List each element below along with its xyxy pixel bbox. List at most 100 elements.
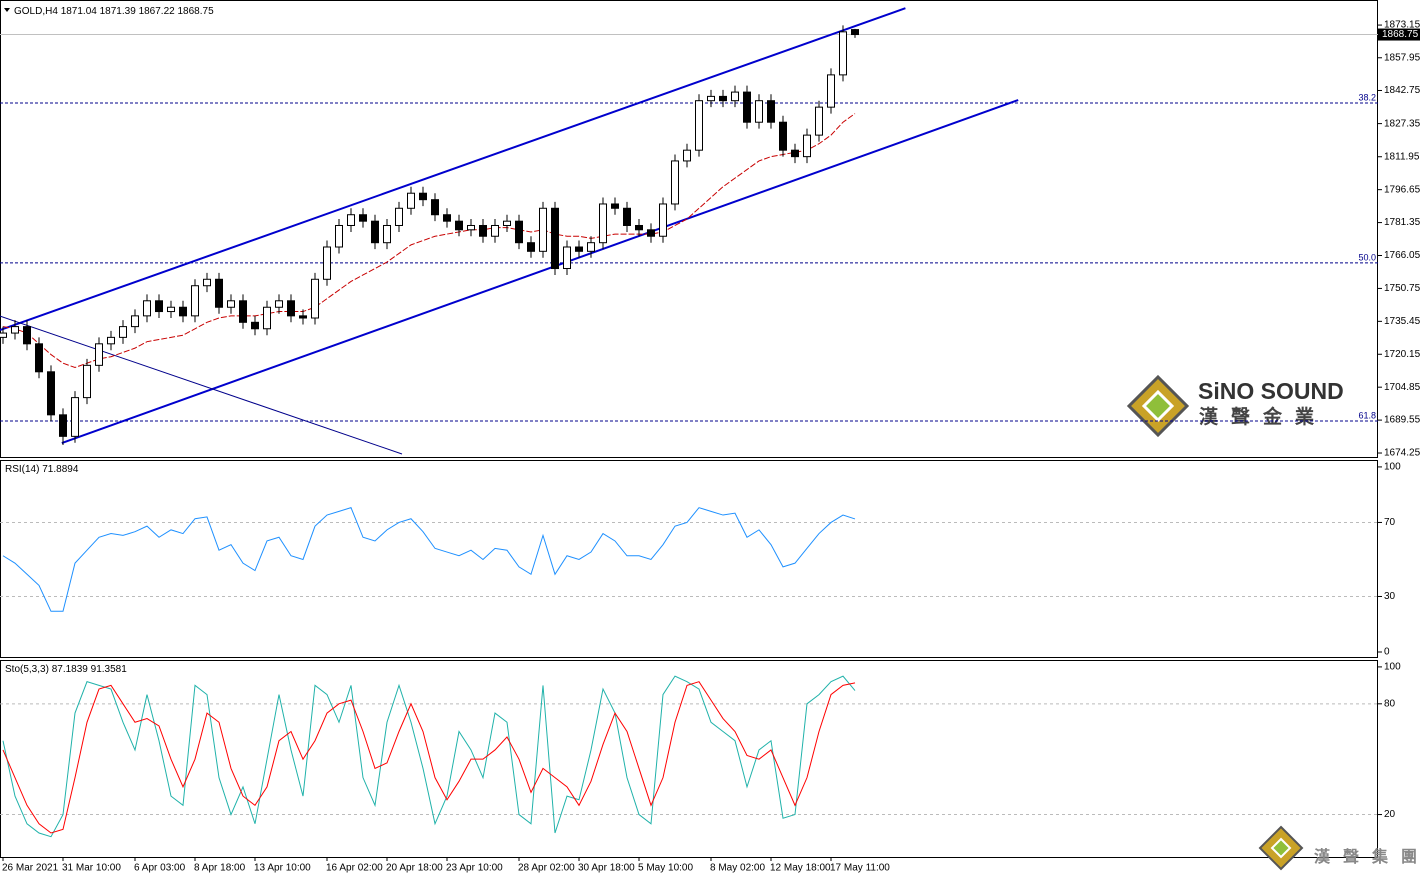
panel-2 — [0, 675, 1378, 838]
candle-body — [647, 229, 655, 237]
candle-body — [539, 207, 547, 252]
fib-label: 38.2 — [1358, 92, 1376, 102]
candle-body — [143, 300, 151, 317]
high: 1871.39 — [100, 6, 137, 17]
y-tick-label: 100 — [1384, 662, 1401, 673]
candle-body — [611, 203, 619, 209]
candle-body — [59, 414, 67, 437]
y-tick-label: 1873.15 — [1384, 20, 1421, 31]
y-tick-label: 20 — [1384, 809, 1396, 820]
sto-title: Sto(5,3,3) — [5, 664, 49, 675]
indicator-line — [2, 675, 856, 838]
candle-body — [455, 220, 463, 231]
candle-body — [203, 278, 211, 287]
candle-body — [323, 246, 331, 280]
candle-body — [275, 300, 283, 308]
y-tick-label: 0 — [1384, 647, 1390, 658]
candle-body — [95, 343, 103, 366]
candle-body — [83, 364, 91, 399]
candle-body — [527, 242, 535, 252]
candle-body — [347, 214, 355, 226]
candle-body — [479, 224, 487, 237]
y-tick-label: 1842.75 — [1384, 85, 1421, 96]
candle-body — [407, 192, 415, 209]
y-tick-label: 1689.55 — [1384, 415, 1421, 426]
x-tick-label: 5 May 10:00 — [638, 863, 693, 874]
candle-body — [179, 306, 187, 317]
candle-body — [107, 336, 115, 345]
indicator-line — [2, 507, 856, 612]
y-tick-label: 1704.85 — [1384, 382, 1421, 393]
rsi-header: RSI(14) 71.8894 — [5, 464, 79, 475]
candle-body — [755, 100, 763, 123]
candle-body — [131, 315, 139, 328]
candle-body — [11, 326, 19, 334]
candle-body — [383, 224, 391, 244]
logo-latin: SiNO SOUND — [1198, 378, 1344, 404]
candle-body — [779, 121, 787, 151]
candle-body — [731, 91, 739, 102]
candle-body — [515, 220, 523, 244]
candle-body — [623, 207, 631, 226]
candle-body — [35, 343, 43, 373]
open: 1871.04 — [61, 6, 98, 17]
y-tick-label: 1857.95 — [1384, 52, 1421, 63]
candle-body — [335, 224, 343, 248]
logo-chinese: 漢聲金業 — [1199, 405, 1327, 428]
candle-body — [71, 397, 79, 437]
header-arrow — [4, 8, 10, 12]
x-tick-label: 17 May 11:00 — [830, 863, 890, 874]
panel-frames — [0, 0, 1378, 858]
y-tick-label: 1735.45 — [1384, 316, 1421, 327]
candle-body — [443, 214, 451, 222]
candle-body — [659, 203, 667, 237]
x-tick-label: 16 Apr 02:00 — [326, 863, 383, 874]
x-tick-label: 31 Mar 10:00 — [62, 863, 121, 874]
candle-body — [0, 332, 7, 338]
x-tick-label: 12 May 18:00 — [770, 863, 831, 874]
candle-body — [23, 326, 31, 345]
x-tick-label: 8 May 02:00 — [710, 863, 765, 874]
candle-body — [803, 134, 811, 158]
candle-body — [839, 31, 847, 76]
candle-body — [671, 160, 679, 205]
candle-body — [467, 224, 475, 231]
fib-label: 50.0 — [1358, 252, 1376, 262]
trend-line — [61, 99, 1019, 444]
candle-body — [299, 315, 307, 319]
candle-body — [791, 149, 799, 158]
sto-signal-last: 91.3581 — [91, 664, 128, 675]
current-price-label: 1868.75 — [1382, 29, 1419, 40]
candle-body — [551, 207, 559, 270]
candle-body — [371, 220, 379, 244]
candle-body — [167, 306, 175, 313]
candle-body — [191, 285, 199, 317]
y-tick-label: 1827.35 — [1384, 118, 1421, 129]
sto-header: Sto(5,3,3) 87.1839 91.3581 — [5, 664, 127, 675]
panel-1 — [0, 507, 1378, 612]
candle-body — [287, 300, 295, 317]
current-price-box — [1378, 28, 1420, 41]
sto-main-last: 87.1839 — [52, 664, 89, 675]
candle-body — [251, 321, 259, 330]
y-tick-label: 1811.95 — [1384, 151, 1420, 162]
rsi-last: 71.8894 — [42, 464, 79, 475]
fib-label: 61.8 — [1358, 410, 1376, 420]
candle-body — [587, 242, 595, 252]
candle-body — [395, 207, 403, 226]
y-tick-label: 1674.25 — [1384, 448, 1421, 459]
y-tick-label: 1766.05 — [1384, 250, 1421, 261]
candle-body — [47, 371, 55, 416]
symbol: GOLD,H4 — [14, 6, 58, 17]
x-tick-label: 20 Apr 18:00 — [386, 863, 443, 874]
candle-body — [743, 91, 751, 123]
candle-body — [599, 203, 607, 244]
y-tick-label: 30 — [1384, 591, 1396, 602]
x-tick-label: 8 Apr 18:00 — [194, 863, 246, 874]
x-tick-label: 26 Mar 2021 — [2, 863, 59, 874]
x-tick-label: 13 Apr 10:00 — [254, 863, 311, 874]
candle-body — [683, 149, 691, 162]
candle-body — [359, 214, 367, 222]
candle-body — [311, 278, 319, 319]
